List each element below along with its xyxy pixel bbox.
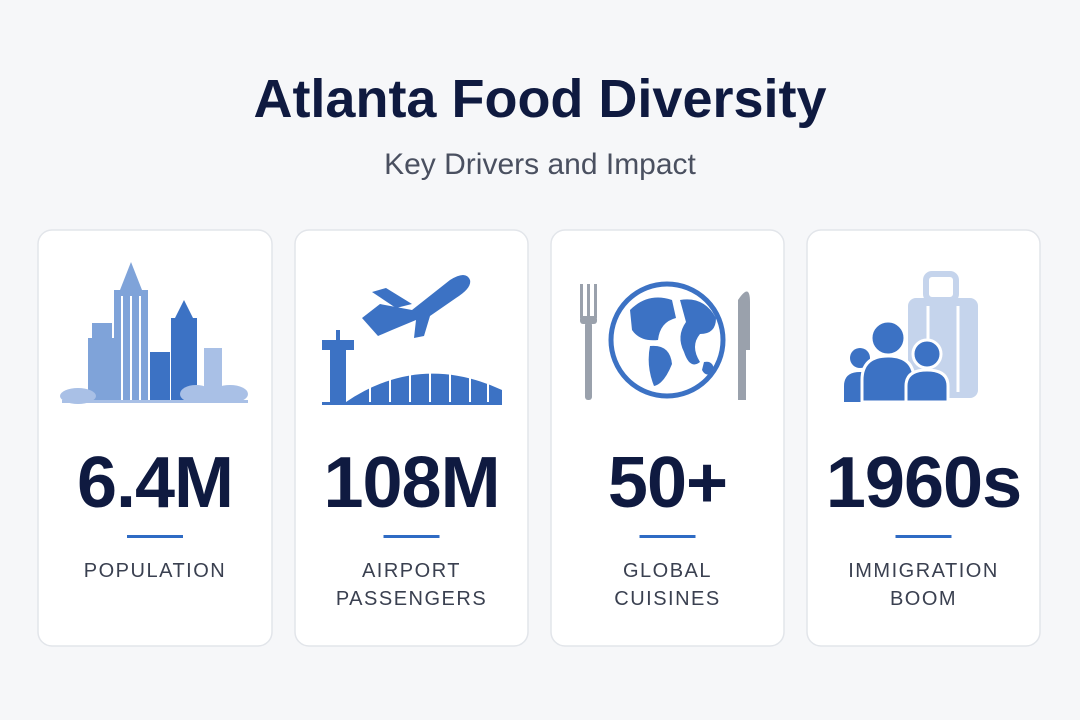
immigration-icon bbox=[844, 271, 978, 404]
city-icon bbox=[60, 262, 248, 404]
stat-label: GLOBAL bbox=[623, 560, 712, 582]
stat-value: 108M bbox=[323, 443, 499, 523]
stat-label: CUISINES bbox=[614, 588, 720, 610]
stat-label: BOOM bbox=[890, 588, 957, 610]
card bbox=[37, 229, 273, 647]
card-texts: 6.4M POPULATION 108M AIRPORT PASSENGERS 50+ GL… bbox=[77, 443, 1022, 610]
stat-label: PASSENGERS bbox=[336, 588, 487, 610]
divider bbox=[127, 535, 183, 538]
stat-label: IMMIGRATION bbox=[848, 560, 999, 582]
cards bbox=[37, 229, 1041, 647]
divider bbox=[383, 535, 440, 538]
title: Atlanta Food Diversity bbox=[253, 69, 826, 129]
divider bbox=[639, 535, 696, 538]
airport-icon bbox=[322, 275, 502, 405]
stat-value: 50+ bbox=[608, 443, 727, 523]
stat-label: POPULATION bbox=[84, 560, 226, 582]
stat-value: 6.4M bbox=[77, 443, 233, 523]
card bbox=[294, 229, 529, 647]
subtitle: Key Drivers and Impact bbox=[384, 148, 696, 181]
divider bbox=[895, 535, 952, 538]
stat-label: AIRPORT bbox=[362, 560, 461, 582]
stat-value: 1960s bbox=[826, 443, 1021, 523]
cuisine-icon bbox=[580, 281, 750, 400]
card bbox=[806, 229, 1041, 647]
